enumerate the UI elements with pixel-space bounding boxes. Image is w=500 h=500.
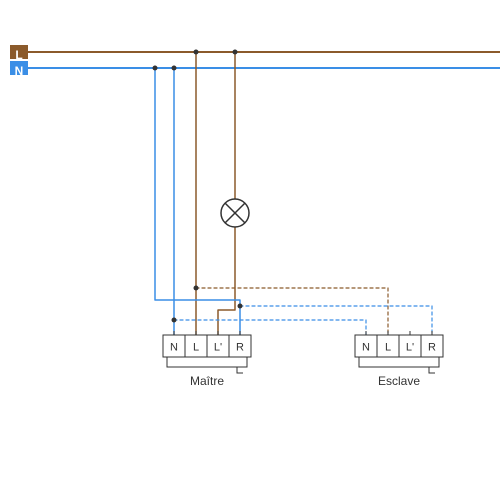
lamp-symbol bbox=[221, 199, 249, 227]
slave-terminal-R-label: R bbox=[428, 341, 436, 353]
junction-node bbox=[172, 318, 177, 323]
junction-node bbox=[233, 50, 238, 55]
wire-dash-live-link bbox=[196, 288, 388, 335]
wiring-diagram: LNNLL'RMaîtreNLL'REsclave bbox=[0, 0, 500, 500]
slave-terminal-N-label: N bbox=[362, 341, 370, 353]
junction-node bbox=[153, 66, 158, 71]
wire-lamp-to-Lp bbox=[218, 227, 235, 335]
master-terminal-block: N L L' R Maître bbox=[163, 331, 251, 388]
junction-node bbox=[238, 304, 243, 309]
junction-node bbox=[194, 50, 199, 55]
master-terminal-R-label: R bbox=[236, 341, 244, 353]
slave-block-label: Esclave bbox=[378, 374, 420, 388]
junction-node bbox=[194, 286, 199, 291]
master-terminal-Lp-label: L' bbox=[214, 341, 222, 353]
slave-terminal-L-label: L bbox=[385, 341, 391, 353]
neutral-badge-label: N bbox=[15, 64, 24, 78]
live-badge-label: L bbox=[15, 48, 22, 62]
master-terminal-L-label: L bbox=[193, 341, 199, 353]
slave-terminal-block: N L L' R Esclave bbox=[355, 331, 443, 388]
wire-dash-neutral-link bbox=[174, 320, 366, 335]
slave-terminal-Lp-label: L' bbox=[406, 341, 414, 353]
master-block-label: Maître bbox=[190, 374, 224, 388]
junction-node bbox=[172, 66, 177, 71]
master-terminal-N-label: N bbox=[170, 341, 178, 353]
